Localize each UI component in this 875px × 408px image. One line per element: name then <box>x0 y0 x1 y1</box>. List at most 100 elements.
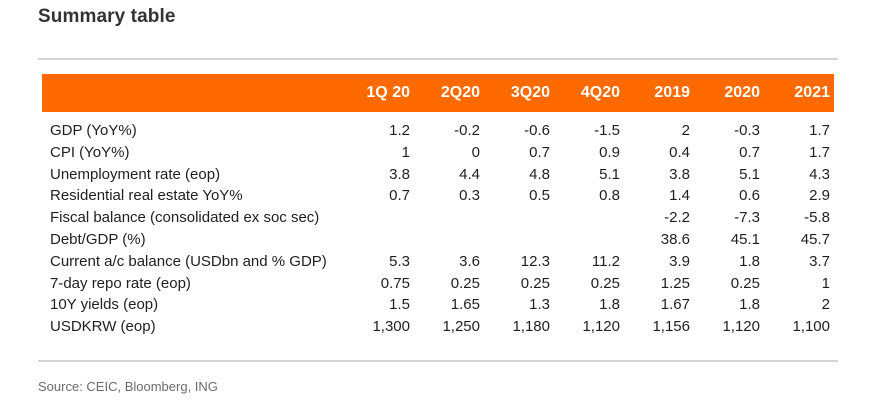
header-cell-2019: 2019 <box>654 84 690 101</box>
summary-table-container: 1Q 20 2Q20 3Q20 4Q20 2019 2020 2021 GDP … <box>42 74 834 338</box>
table-cell: 1.65 <box>450 296 480 314</box>
table-cell: 0.7 <box>739 143 760 161</box>
table-cell: 0.4 <box>669 143 690 161</box>
table-cell: 0.5 <box>529 187 550 205</box>
row-label: GDP (YoY%) <box>50 122 137 139</box>
table-cell: -0.6 <box>524 122 550 139</box>
table-cell: 4.4 <box>459 165 480 183</box>
table-cell: 1.5 <box>389 296 410 314</box>
table-cell: 5.3 <box>389 252 410 270</box>
top-divider <box>38 58 838 60</box>
table-cell: 0.75 <box>380 274 410 292</box>
table-cell: 1,300 <box>372 318 410 336</box>
table-row: Current a/c balance (USDbn and % GDP) 5.3… <box>42 251 834 273</box>
table-cell: 1 <box>401 143 410 161</box>
table-cell <box>554 229 624 251</box>
table-cell: 0.25 <box>590 274 620 292</box>
table-cell: 0.3 <box>459 187 480 205</box>
table-cell <box>484 207 554 229</box>
table-cell: 11.2 <box>591 252 620 270</box>
table-cell: 2.9 <box>809 187 830 205</box>
table-cell: 1,100 <box>792 318 830 336</box>
header-cell-label <box>42 74 344 112</box>
bottom-divider <box>38 360 838 362</box>
table-row: USDKRW (eop) 1,300 1,250 1,180 1,120 1,156 1,1… <box>42 316 834 338</box>
table-cell: 1 <box>821 274 830 292</box>
summary-table: 1Q 20 2Q20 3Q20 4Q20 2019 2020 2021 GDP … <box>42 74 834 338</box>
source-note: Source: CEIC, Bloomberg, ING <box>38 379 218 394</box>
table-row: Fiscal balance (consolidated ex soc sec)… <box>42 207 834 229</box>
row-label: Current a/c balance (USDbn and % GDP) <box>50 252 327 270</box>
table-cell: 38.6 <box>660 230 690 248</box>
header-cell-1q20: 1Q 20 <box>366 84 410 101</box>
table-cell: 3.8 <box>669 165 690 183</box>
table-cell: 2 <box>681 122 690 139</box>
table-cell: 0.7 <box>529 143 550 161</box>
table-row: Residential real estate YoY% 0.7 0.3 0.5 0.8… <box>42 185 834 207</box>
header-cell-3q20: 3Q20 <box>510 84 550 101</box>
table-body: GDP (YoY%) 1.2 -0.2 -0.6 -1.5 2 -0.3 1.7 CPI (Yo… <box>42 112 834 338</box>
row-label: CPI (YoY%) <box>50 143 130 161</box>
table-cell: -1.5 <box>594 122 620 139</box>
table-cell: -5.8 <box>804 209 830 227</box>
table-cell: 45.1 <box>730 230 760 248</box>
table-row: 10Y yields (eop) 1.5 1.65 1.3 1.8 1.67 1.8 2 <box>42 294 834 316</box>
row-label: 7-day repo rate (eop) <box>50 274 191 292</box>
table-cell: 1.8 <box>739 252 760 270</box>
table-cell: 4.3 <box>809 165 830 183</box>
row-label: 10Y yields (eop) <box>50 296 159 314</box>
table-cell: 1.25 <box>660 274 690 292</box>
table-row: 7-day repo rate (eop) 0.75 0.25 0.25 0.25 1.2… <box>42 273 834 295</box>
table-cell: 5.1 <box>599 165 620 183</box>
table-cell: 1.67 <box>660 296 690 314</box>
table-cell: 3.7 <box>809 252 830 270</box>
table-cell: 1.2 <box>389 122 410 139</box>
table-cell <box>554 207 624 229</box>
table-cell: 0.25 <box>450 274 480 292</box>
table-cell: -0.3 <box>734 122 760 139</box>
table-cell: -2.2 <box>664 209 690 227</box>
table-cell <box>414 229 484 251</box>
table-cell <box>484 229 554 251</box>
table-cell: 0.6 <box>739 187 760 205</box>
table-cell: 3.9 <box>669 252 690 270</box>
table-cell: 3.8 <box>389 165 410 183</box>
row-label: Fiscal balance (consolidated ex soc sec) <box>50 209 320 227</box>
table-cell: 1.8 <box>739 296 760 314</box>
table-cell: 1,250 <box>442 318 480 336</box>
table-cell: 1.7 <box>809 122 830 139</box>
table-cell: 0.7 <box>389 187 410 205</box>
table-cell: 1.8 <box>599 296 620 314</box>
header-cell-2020: 2020 <box>724 84 760 101</box>
table-row: Debt/GDP (%) 38.6 45.1 45.7 <box>42 229 834 251</box>
table-cell <box>414 207 484 229</box>
table-cell: -7.3 <box>734 209 760 227</box>
table-cell: 0.9 <box>599 143 620 161</box>
table-cell: -0.2 <box>454 122 480 139</box>
table-cell: 1,120 <box>722 318 760 336</box>
table-cell: 1.4 <box>669 187 690 205</box>
table-row: CPI (YoY%) 1 0 0.7 0.9 0.4 0.7 1.7 <box>42 142 834 164</box>
table-cell: 1,180 <box>512 318 550 336</box>
table-cell: 1.3 <box>529 296 550 314</box>
row-label: USDKRW (eop) <box>50 318 156 336</box>
header-cell-2021: 2021 <box>794 84 830 101</box>
header-cell-4q20: 4Q20 <box>580 84 620 101</box>
table-cell: 0.25 <box>520 274 550 292</box>
table-cell: 0.25 <box>730 274 760 292</box>
table-row: GDP (YoY%) 1.2 -0.2 -0.6 -1.5 2 -0.3 1.7 <box>42 112 834 142</box>
table-cell: 0 <box>471 143 480 161</box>
table-cell: 0.8 <box>599 187 620 205</box>
table-cell <box>344 207 414 229</box>
table-cell: 5.1 <box>739 165 760 183</box>
table-cell: 4.8 <box>529 165 550 183</box>
table-header-row: 1Q 20 2Q20 3Q20 4Q20 2019 2020 2021 <box>42 74 834 112</box>
table-cell: 12.3 <box>520 252 550 270</box>
table-cell: 3.6 <box>459 252 480 270</box>
table-cell <box>344 229 414 251</box>
table-cell: 1.7 <box>809 143 830 161</box>
row-label: Debt/GDP (%) <box>50 230 146 248</box>
table-cell: 1,156 <box>652 318 690 336</box>
table-cell: 2 <box>821 296 830 314</box>
table-row: Unemployment rate (eop) 3.8 4.4 4.8 5.1 3.8 5.… <box>42 164 834 186</box>
